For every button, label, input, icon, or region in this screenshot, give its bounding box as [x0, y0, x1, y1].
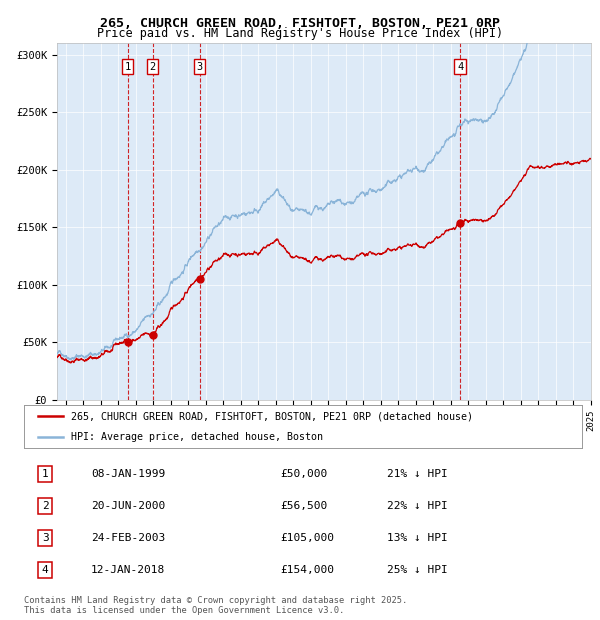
Text: 265, CHURCH GREEN ROAD, FISHTOFT, BOSTON, PE21 0RP: 265, CHURCH GREEN ROAD, FISHTOFT, BOSTON…: [100, 17, 500, 30]
Text: 20-JUN-2000: 20-JUN-2000: [91, 501, 165, 511]
Text: 25% ↓ HPI: 25% ↓ HPI: [387, 565, 448, 575]
Text: £50,000: £50,000: [281, 469, 328, 479]
Text: 21% ↓ HPI: 21% ↓ HPI: [387, 469, 448, 479]
Text: £56,500: £56,500: [281, 501, 328, 511]
Text: 12-JAN-2018: 12-JAN-2018: [91, 565, 165, 575]
Text: Contains HM Land Registry data © Crown copyright and database right 2025.
This d: Contains HM Land Registry data © Crown c…: [24, 596, 407, 615]
Text: 4: 4: [457, 61, 463, 71]
Text: 265, CHURCH GREEN ROAD, FISHTOFT, BOSTON, PE21 0RP (detached house): 265, CHURCH GREEN ROAD, FISHTOFT, BOSTON…: [71, 411, 473, 421]
Text: Price paid vs. HM Land Registry's House Price Index (HPI): Price paid vs. HM Land Registry's House …: [97, 27, 503, 40]
Text: 22% ↓ HPI: 22% ↓ HPI: [387, 501, 448, 511]
Text: 2: 2: [149, 61, 156, 71]
Text: 13% ↓ HPI: 13% ↓ HPI: [387, 533, 448, 543]
Text: £154,000: £154,000: [281, 565, 335, 575]
Text: 2: 2: [42, 501, 49, 511]
Text: 4: 4: [42, 565, 49, 575]
Text: 24-FEB-2003: 24-FEB-2003: [91, 533, 165, 543]
Text: 3: 3: [196, 61, 203, 71]
Text: 3: 3: [42, 533, 49, 543]
Text: 1: 1: [42, 469, 49, 479]
Text: £105,000: £105,000: [281, 533, 335, 543]
Text: 1: 1: [124, 61, 131, 71]
Text: 08-JAN-1999: 08-JAN-1999: [91, 469, 165, 479]
Text: HPI: Average price, detached house, Boston: HPI: Average price, detached house, Bost…: [71, 432, 323, 442]
